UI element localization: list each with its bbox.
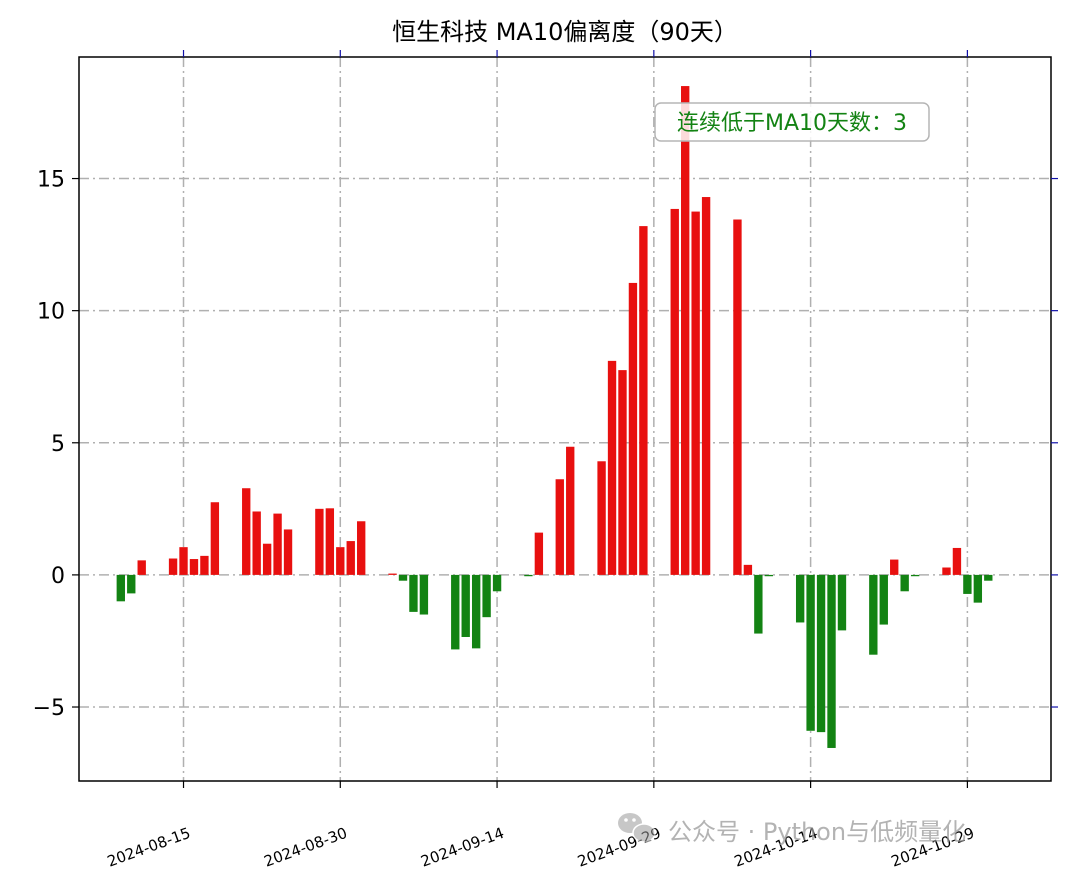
bar-negative — [795, 574, 805, 623]
bar-positive — [189, 559, 199, 575]
watermark-text: 公众号 · Python与低频量化 — [668, 818, 966, 846]
bar-negative — [764, 574, 773, 577]
bar-positive — [357, 521, 366, 575]
annotation-frame — [654, 102, 930, 142]
bar-positive — [168, 558, 178, 575]
x-tick-label: 2024-09-14 — [418, 824, 506, 871]
x-tick-label: 2024-08-30 — [262, 824, 350, 871]
bar-positive — [210, 502, 220, 575]
bar-negative — [492, 574, 502, 592]
bar-negative — [973, 574, 983, 603]
bar-negative — [754, 574, 763, 634]
annotation-box: 连续低于MA10天数：3 — [654, 102, 930, 142]
ticks — [72, 50, 1058, 788]
plot-frame — [78, 56, 1052, 782]
bar-positive — [743, 564, 753, 575]
wechat-icon — [618, 813, 656, 843]
bar-negative — [116, 574, 125, 602]
bar-negative — [471, 574, 481, 649]
bar-negative — [127, 574, 136, 594]
bar-positive — [200, 555, 209, 575]
bar-positive — [639, 226, 648, 575]
annotation-text: 连续低于MA10天数：3 — [677, 111, 907, 136]
bar-negative — [816, 574, 826, 733]
bar-positive — [137, 560, 146, 575]
bar-negative — [482, 574, 491, 618]
bar-positive — [890, 559, 899, 575]
bar-negative — [827, 574, 836, 748]
bar-positive — [534, 532, 544, 575]
grid — [79, 57, 1051, 781]
bar-positive — [283, 529, 293, 575]
bar-positive — [628, 282, 638, 575]
bar-negative — [398, 574, 408, 581]
bar-positive — [701, 197, 711, 575]
bar-negative — [900, 574, 909, 592]
bar-negative — [451, 574, 460, 650]
bar-positive — [262, 543, 272, 575]
bar-positive — [336, 547, 345, 575]
bar-positive — [618, 370, 627, 575]
bar-negative — [524, 574, 533, 577]
bar-positive — [252, 511, 261, 575]
bar-negative — [419, 574, 429, 615]
bar-positive — [691, 211, 700, 575]
bar-negative — [910, 574, 920, 577]
bar-positive — [681, 86, 690, 575]
bars — [116, 86, 993, 748]
bar-positive — [597, 461, 606, 575]
y-tick-label: −5 — [33, 696, 65, 721]
bar-positive — [566, 446, 575, 575]
bar-positive — [607, 360, 617, 575]
bar-positive — [733, 219, 742, 575]
y-tick-label: 0 — [51, 564, 65, 589]
bar-negative — [806, 574, 815, 731]
bar-positive — [273, 513, 282, 575]
bar-positive — [555, 479, 564, 575]
bar-positive — [346, 541, 355, 575]
bar-negative — [409, 574, 418, 612]
bar-positive — [942, 567, 951, 575]
bar-negative — [869, 574, 878, 655]
bar-negative — [963, 574, 972, 594]
bar-positive — [242, 488, 251, 575]
y-tick-label: 10 — [37, 300, 65, 325]
bar-negative — [461, 574, 470, 637]
bar-positive — [179, 547, 188, 575]
watermark: 公众号 · Python与低频量化 — [618, 813, 966, 846]
bar-negative — [984, 574, 993, 581]
bar-positive — [388, 573, 397, 575]
bar-positive — [952, 547, 962, 575]
bar-negative — [879, 574, 888, 625]
bar-positive — [315, 508, 324, 575]
bar-negative — [837, 574, 847, 631]
x-tick-label: 2024-08-15 — [105, 824, 193, 871]
y-tick-label: 5 — [51, 432, 65, 457]
bar-positive — [325, 508, 335, 575]
chart-title: 恒生科技 MA10偏离度（90天） — [392, 18, 738, 46]
bar-positive — [670, 208, 679, 575]
y-tick-label: 15 — [37, 168, 65, 193]
